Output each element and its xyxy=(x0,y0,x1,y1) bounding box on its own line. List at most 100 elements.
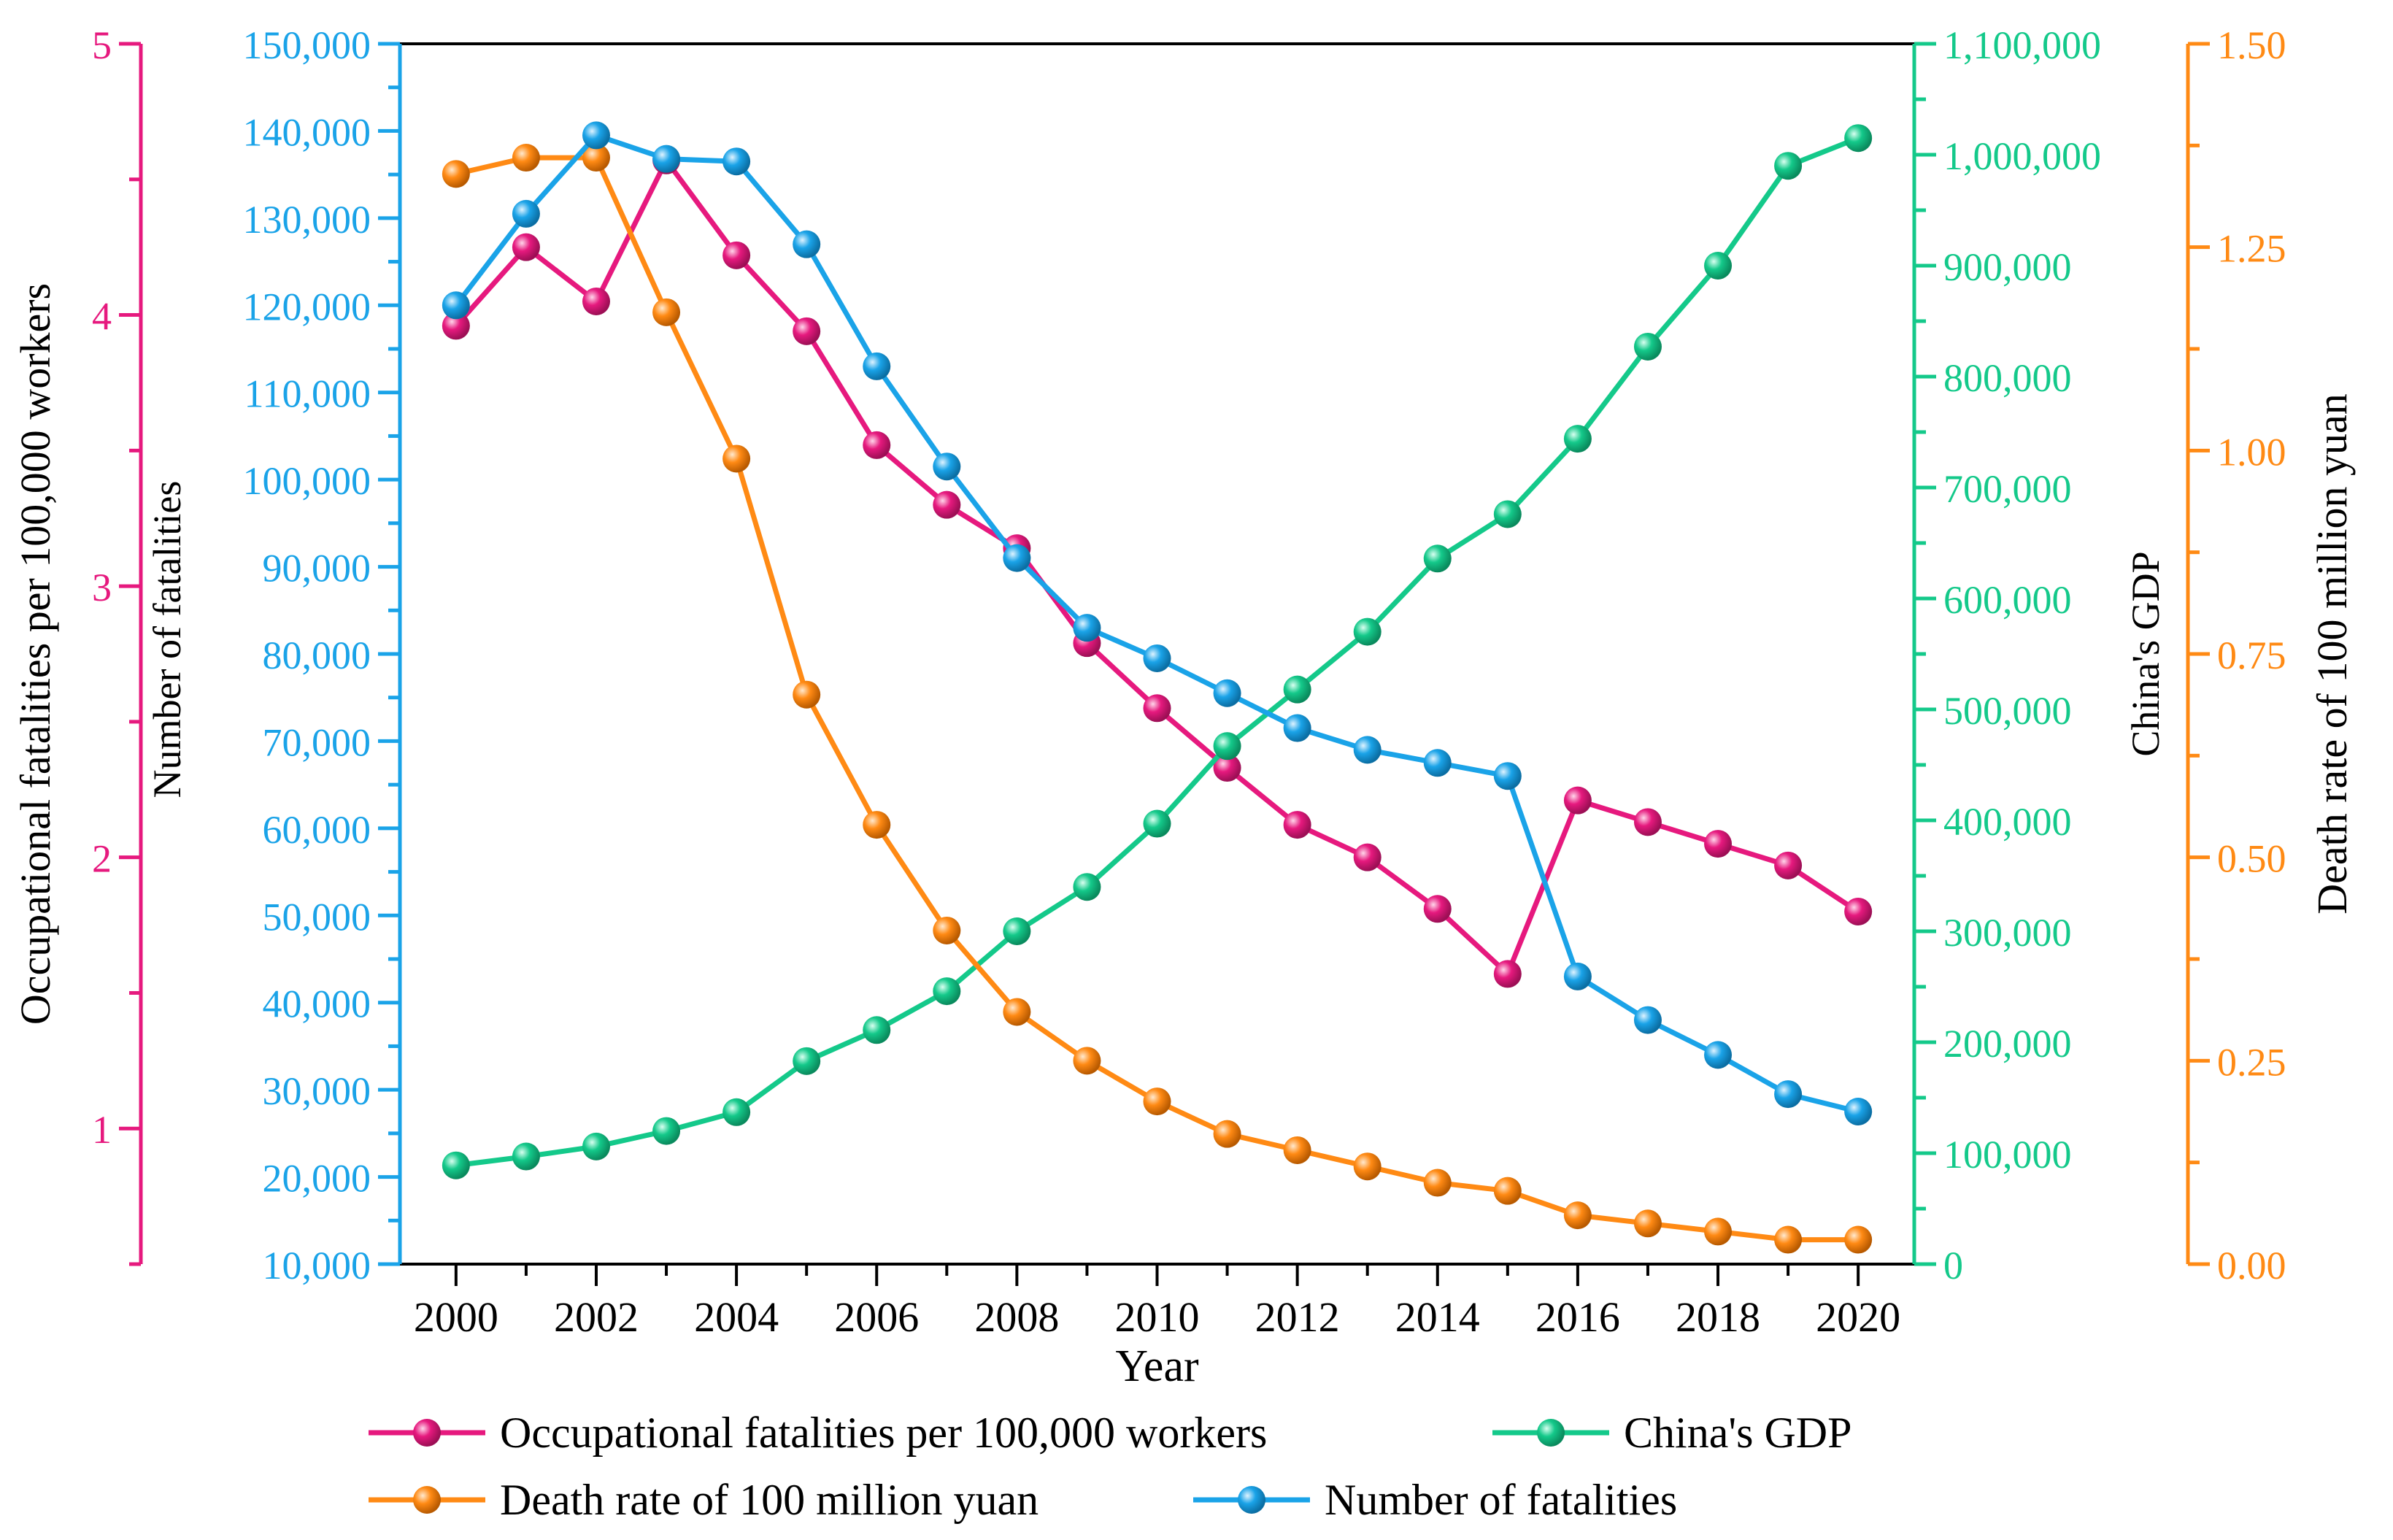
legend-swatch-marker xyxy=(413,1486,441,1514)
series-rate_yuan xyxy=(442,144,1873,1254)
data-point-rate_100k-2004 xyxy=(722,241,751,269)
data-point-rate_yuan-2007 xyxy=(933,916,961,944)
series-fatalities xyxy=(442,121,1873,1125)
data-point-gdp-2011 xyxy=(1213,732,1241,761)
tick-label-fatalities: 130,000 xyxy=(243,198,371,242)
axis-title-gdp: China's GDP xyxy=(2124,551,2167,756)
data-point-rate_yuan-2003 xyxy=(652,298,681,326)
tick-label-gdp: 800,000 xyxy=(1943,356,2072,400)
data-point-rate_yuan-2015 xyxy=(1493,1177,1522,1205)
axis-fatalities: 10,000 20,000 30,000 40,000 50,000 60,000 70,0… xyxy=(145,23,402,1287)
data-point-fatalities-2015 xyxy=(1493,762,1522,790)
data-point-rate_100k-2017 xyxy=(1633,808,1662,836)
tick-label-gdp: 600,000 xyxy=(1943,578,2072,622)
tick-label-rate_yuan: 0.50 xyxy=(2217,837,2286,881)
data-point-rate_yuan-2010 xyxy=(1143,1087,1171,1116)
axis-title-rate_yuan: Death rate of 100 million yuan xyxy=(2308,393,2356,915)
data-point-gdp-2019 xyxy=(1774,152,1803,180)
x-tick-label: 2004 xyxy=(694,1293,779,1341)
tick-label-rate_100k: 2 xyxy=(92,837,112,881)
legend-item-gdp: China's GDP xyxy=(1492,1409,1852,1457)
data-point-gdp-2010 xyxy=(1143,809,1171,838)
x-tick-label: 2010 xyxy=(1115,1293,1200,1341)
data-point-fatalities-2010 xyxy=(1143,644,1171,672)
data-point-rate_yuan-2012 xyxy=(1283,1136,1311,1164)
data-point-rate_100k-2018 xyxy=(1704,830,1733,858)
legend-layer: Occupational fatalities per 100,000 work… xyxy=(369,1409,1852,1524)
data-point-rate_100k-2012 xyxy=(1283,811,1311,839)
data-point-fatalities-2020 xyxy=(1844,1098,1873,1125)
series-rate_100k xyxy=(442,146,1873,988)
data-point-fatalities-2000 xyxy=(442,291,470,320)
data-point-rate_yuan-2016 xyxy=(1563,1201,1592,1230)
tick-label-fatalities: 60,000 xyxy=(263,808,371,852)
data-point-fatalities-2008 xyxy=(1003,544,1031,572)
tick-label-gdp: 0 xyxy=(1943,1244,1963,1287)
data-point-rate_yuan-2019 xyxy=(1774,1225,1803,1254)
tick-label-fatalities: 90,000 xyxy=(263,547,371,590)
data-point-gdp-2012 xyxy=(1283,675,1311,704)
data-point-rate_yuan-2011 xyxy=(1213,1120,1241,1148)
tick-label-rate_yuan: 1.50 xyxy=(2217,23,2286,67)
data-point-gdp-2007 xyxy=(933,977,961,1006)
x-tick-label: 2020 xyxy=(1816,1293,1900,1341)
data-point-gdp-2005 xyxy=(793,1047,821,1075)
data-point-rate_yuan-2018 xyxy=(1704,1217,1733,1246)
tick-label-gdp: 200,000 xyxy=(1943,1022,2072,1066)
data-point-gdp-2003 xyxy=(652,1117,681,1145)
tick-label-fatalities: 140,000 xyxy=(243,110,371,154)
tick-label-rate_100k: 3 xyxy=(92,566,112,609)
tick-label-fatalities: 70,000 xyxy=(263,720,371,764)
data-point-fatalities-2017 xyxy=(1633,1006,1662,1034)
tick-label-rate_100k: 5 xyxy=(92,23,112,67)
x-tick-label: 2018 xyxy=(1676,1293,1760,1341)
data-point-rate_yuan-2005 xyxy=(793,680,821,709)
data-point-gdp-2017 xyxy=(1633,332,1662,361)
tick-label-rate_yuan: 0.75 xyxy=(2217,634,2286,677)
data-point-fatalities-2001 xyxy=(512,199,540,228)
tick-label-fatalities: 110,000 xyxy=(244,372,371,416)
x-tick-label: 2012 xyxy=(1255,1293,1340,1341)
axis-gdp: 0 100,000 200,000 300,000 400,000 500,000 600,… xyxy=(1912,23,2167,1287)
tick-label-gdp: 500,000 xyxy=(1943,689,2072,733)
data-point-fatalities-2002 xyxy=(582,121,610,150)
tick-label-gdp: 100,000 xyxy=(1943,1133,2072,1177)
data-point-rate_yuan-2020 xyxy=(1844,1225,1873,1254)
series-gdp xyxy=(442,124,1873,1179)
x-tick-label: 2016 xyxy=(1535,1293,1620,1341)
data-point-gdp-2015 xyxy=(1493,500,1522,528)
data-point-fatalities-2013 xyxy=(1353,736,1382,764)
data-point-rate_100k-2013 xyxy=(1353,843,1382,871)
axis-title-fatalities: Number of fatalities xyxy=(145,481,189,798)
data-point-rate_100k-2019 xyxy=(1774,851,1803,879)
data-point-gdp-2002 xyxy=(582,1132,610,1160)
x-tick-label: 2000 xyxy=(414,1293,498,1341)
tick-label-rate_yuan: 1.25 xyxy=(2217,227,2286,271)
data-point-rate_100k-2014 xyxy=(1423,895,1452,923)
x-tick-label: 2014 xyxy=(1395,1293,1480,1341)
data-point-rate_yuan-2017 xyxy=(1633,1209,1662,1238)
data-point-gdp-2018 xyxy=(1704,252,1733,280)
tick-label-gdp: 900,000 xyxy=(1943,245,2072,289)
data-point-gdp-2014 xyxy=(1423,544,1452,573)
data-point-rate_100k-2016 xyxy=(1563,786,1592,815)
tick-label-fatalities: 80,000 xyxy=(263,634,371,677)
x-tick-label: 2006 xyxy=(834,1293,919,1341)
data-point-rate_yuan-2006 xyxy=(863,811,891,839)
data-point-rate_100k-2011 xyxy=(1213,754,1241,782)
tick-label-rate_yuan: 1.00 xyxy=(2217,430,2286,474)
data-point-gdp-2006 xyxy=(863,1016,891,1044)
data-point-rate_yuan-2004 xyxy=(722,444,751,473)
data-point-rate_100k-2010 xyxy=(1143,694,1171,723)
tick-label-gdp: 700,000 xyxy=(1943,467,2072,511)
data-point-rate_yuan-2008 xyxy=(1003,998,1031,1026)
data-point-fatalities-2018 xyxy=(1704,1041,1733,1069)
data-point-gdp-2001 xyxy=(512,1142,540,1171)
legend-swatch-marker xyxy=(1537,1419,1565,1447)
data-point-gdp-2009 xyxy=(1073,873,1101,901)
tick-label-rate_yuan: 0.25 xyxy=(2217,1040,2286,1084)
legend-item-rate_100k: Occupational fatalities per 100,000 work… xyxy=(369,1409,1267,1457)
data-point-fatalities-2009 xyxy=(1073,614,1101,642)
data-point-rate_yuan-2000 xyxy=(442,160,470,188)
